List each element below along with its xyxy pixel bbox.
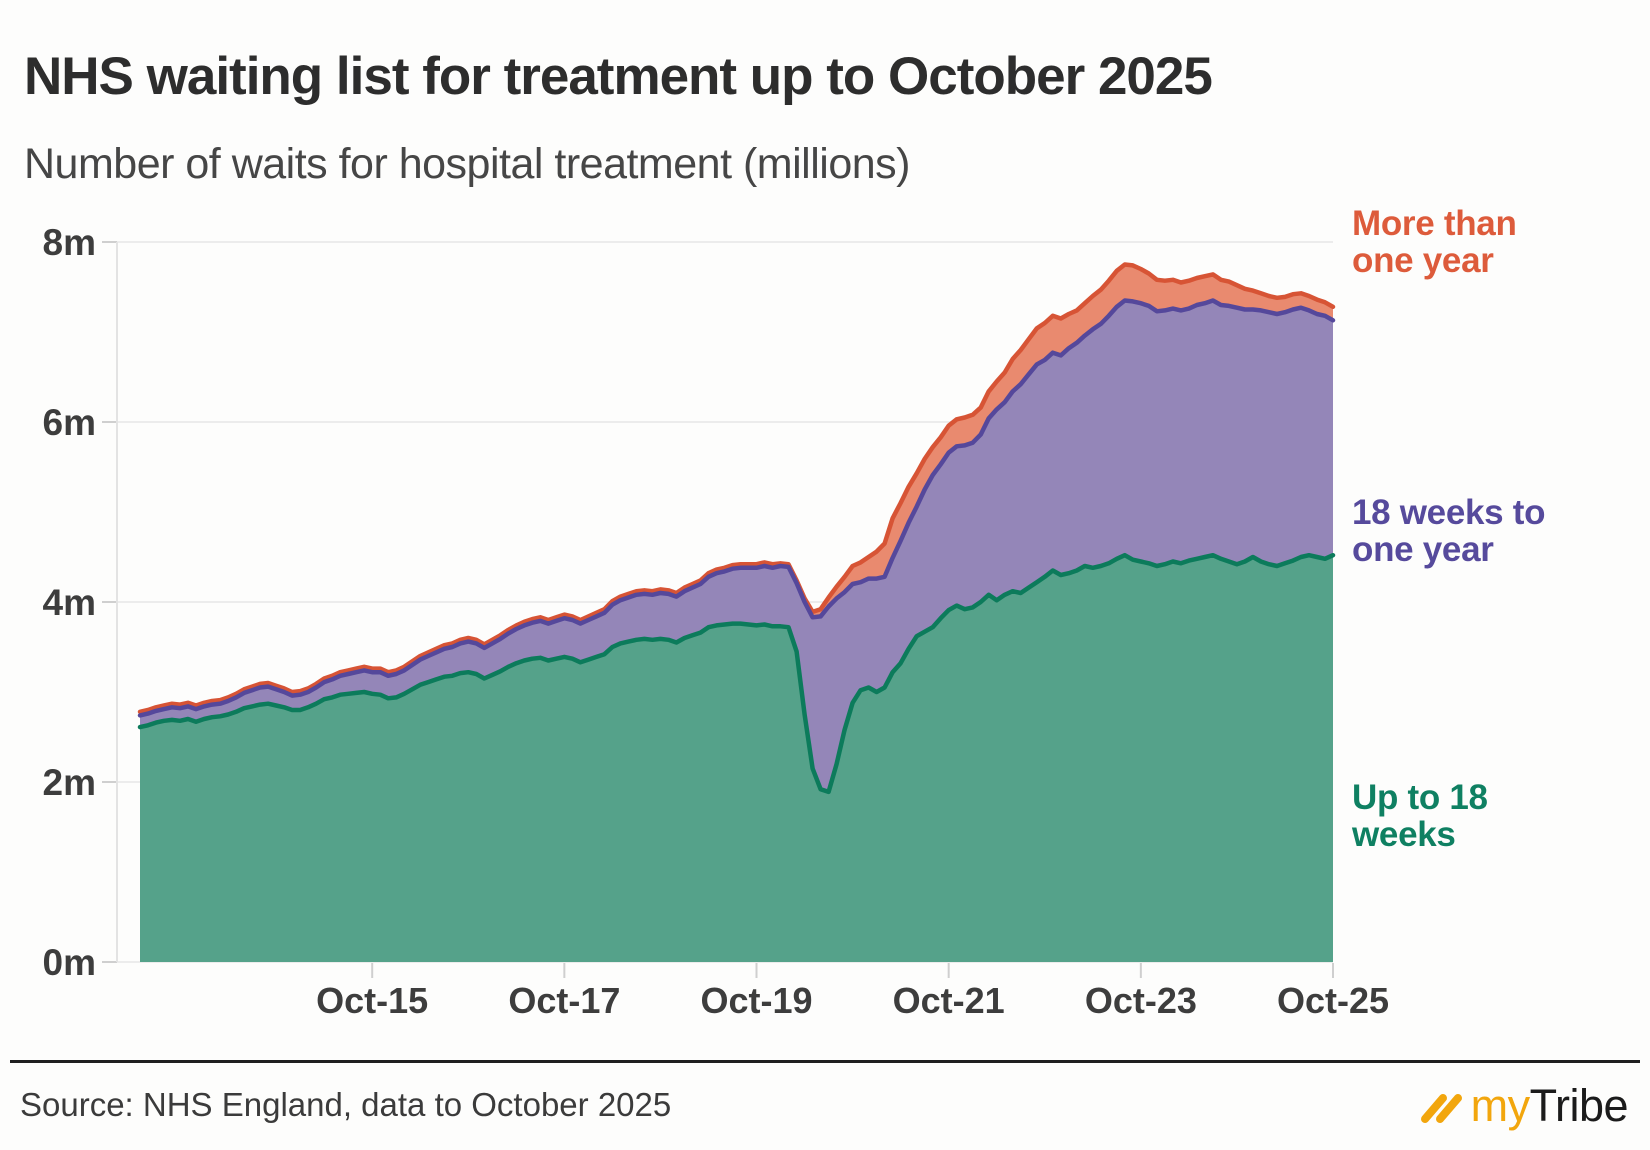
logo-tribe: Tribe (1529, 1080, 1629, 1131)
x-axis-tick-label: Oct-19 (700, 980, 812, 1021)
chart-subtitle: Number of waits for hospital treatment (… (24, 140, 910, 188)
x-axis-tick-label: Oct-17 (508, 980, 620, 1021)
legend-more-than-one-year: More than one year (1352, 204, 1517, 280)
footer-divider (10, 1060, 1640, 1063)
x-axis-tick-label: Oct-21 (893, 980, 1005, 1021)
line-18-weeks-to-one-year (137, 298, 1336, 718)
logo-my: my (1470, 1080, 1531, 1131)
x-axis-tick-label: Oct-15 (316, 980, 428, 1021)
y-axis-tick-label: 0m (43, 942, 96, 983)
page-title: NHS waiting list for treatment up to Oct… (24, 47, 1213, 106)
legend-18-weeks-to-one-year: 18 weeks to one year (1352, 493, 1546, 569)
y-axis-tick-label: 6m (43, 402, 96, 443)
y-axis-tick-label: 2m (43, 762, 96, 803)
source-note: Source: NHS England, data to October 202… (20, 1086, 672, 1123)
y-axis-tick-label: 8m (43, 222, 96, 263)
logo-wordmark: myTribe (1470, 1080, 1629, 1132)
legend-up-to-18-weeks: Up to 18 weeks (1352, 778, 1488, 854)
y-axis-tick-label: 4m (43, 582, 96, 623)
area-up-to-18-weeks (140, 555, 1333, 962)
mytribe-logo-icon (1420, 1094, 1462, 1123)
line-more-than-one-year (137, 262, 1336, 715)
line-up-to-18-weeks (137, 552, 1336, 795)
x-axis-tick-label: Oct-23 (1085, 980, 1197, 1021)
x-axis-tick-label: Oct-25 (1277, 980, 1389, 1021)
mytribe-logo: myTribe (1419, 1080, 1629, 1132)
